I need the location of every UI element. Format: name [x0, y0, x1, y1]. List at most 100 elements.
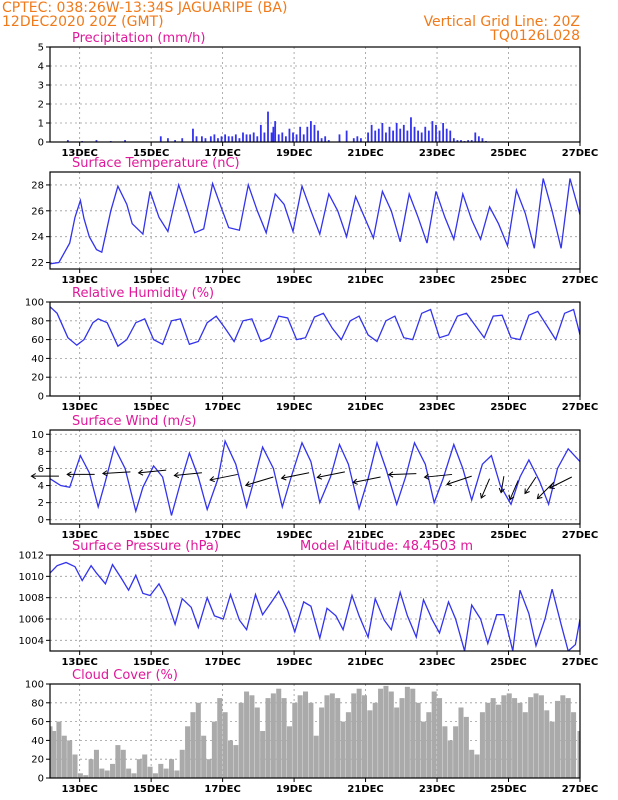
- precip-bar: [267, 111, 269, 142]
- pres-title: Surface Pressure (hPa): [72, 539, 219, 554]
- cloud-bar: [201, 735, 207, 778]
- wind-vector-head: [480, 492, 486, 499]
- precip-bar: [399, 128, 402, 142]
- wind-vector-head: [30, 473, 36, 480]
- wind-vector-head: [101, 470, 108, 477]
- cloud-bar: [538, 695, 544, 778]
- cloud-bar: [83, 775, 89, 778]
- wind-xtick-label: 27DEC: [562, 530, 598, 541]
- precip-bar: [442, 123, 445, 142]
- wind-vectors: [30, 469, 573, 501]
- precip-bar: [220, 136, 223, 142]
- cloud-bar: [458, 707, 464, 778]
- temp-xtick-label: 27DEC: [562, 275, 598, 286]
- wind-vector: [549, 476, 573, 489]
- wind-vector-head: [446, 480, 452, 487]
- cloud-ytick-label: 100: [25, 680, 44, 691]
- precip-bar: [445, 128, 448, 142]
- pres-ytick-label: 1004: [19, 636, 44, 647]
- precip-bar: [95, 140, 98, 142]
- cloud-bar: [474, 754, 480, 778]
- cloud-bar: [463, 716, 469, 778]
- cloud-bar: [437, 698, 443, 778]
- pres-xtick-label: 21DEC: [347, 657, 383, 668]
- precip-bar: [435, 124, 437, 142]
- precip-xtick-label: 19DEC: [276, 148, 312, 159]
- precip-bar: [231, 136, 234, 142]
- cloud-bar: [238, 702, 244, 778]
- rh-xtick-label: 17DEC: [204, 402, 240, 413]
- wind-vector-head: [280, 474, 287, 481]
- cloud-panel: 0 20 40 60 80 100 13DEC 15DEC 17DEC 19DEC 21DEC 23D…: [25, 668, 598, 795]
- cloud-xtick-label: 17DEC: [204, 784, 240, 795]
- precip-bar: [467, 140, 470, 142]
- cloud-bar: [490, 698, 496, 778]
- cloud-bar: [190, 712, 196, 778]
- precip-bar: [292, 132, 294, 142]
- wind-vector: [138, 469, 167, 474]
- pres-xtick-label: 13DEC: [61, 657, 97, 668]
- precip-bar: [410, 117, 412, 142]
- precip-bar: [234, 134, 237, 142]
- precip-bar: [460, 140, 462, 142]
- wind-vector-head: [352, 478, 358, 485]
- temp-series: [50, 178, 580, 265]
- precip-bar: [360, 138, 362, 142]
- rh-xtick-label: 21DEC: [347, 402, 383, 413]
- precip-bar: [431, 121, 434, 142]
- cloud-bar: [93, 749, 99, 778]
- wind-vector: [480, 478, 491, 499]
- header-model-code: TQ0126L028: [489, 28, 580, 44]
- wind-vector: [524, 476, 537, 494]
- cloud-series: [50, 685, 580, 778]
- precip-bar: [424, 126, 427, 142]
- temp-xtick-label: 21DEC: [347, 275, 383, 286]
- cloud-bar: [61, 735, 67, 778]
- cloud-bar: [367, 710, 373, 778]
- cloud-ytick-label: 20: [31, 755, 44, 766]
- precip-bar: [470, 140, 473, 142]
- precip-bar: [227, 136, 230, 142]
- cloud-bar: [554, 700, 561, 778]
- cloud-title: Cloud Cover (%): [72, 668, 178, 683]
- cloud-bar: [136, 759, 142, 778]
- precip-bar: [281, 132, 284, 142]
- cloud-bar: [378, 688, 384, 778]
- cloud-bar: [571, 712, 577, 778]
- rh-xtick-label: 19DEC: [276, 402, 312, 413]
- wind-vector-head: [548, 483, 555, 489]
- precip-bar: [277, 134, 280, 142]
- precip-bar: [352, 138, 355, 142]
- rh-xtick-label: 25DEC: [490, 402, 526, 413]
- cloud-bar: [431, 691, 437, 778]
- precip-bar: [238, 138, 241, 142]
- precip-ytick-label: 4: [38, 62, 44, 73]
- panels: 0 1 2 3 4 5 13DEC 15DEC 17DEC 19DEC 21DEC 23DEC 25DE…: [19, 31, 599, 795]
- cloud-bar: [420, 721, 426, 778]
- temp-xtick-label: 25DEC: [490, 275, 526, 286]
- cloud-bar: [206, 759, 212, 778]
- temp-xtick-label: 13DEC: [61, 275, 97, 286]
- wind-panel: 0 2 4 6 8 10 13DEC 15DEC 17DEC 19DEC 21DEC 23DEC 25D…: [30, 414, 598, 541]
- pres-ytick-label: 1008: [19, 593, 44, 604]
- pres-panel: 1004 1006 1008 1010 1012 13DEC 15DEC 17DEC 19DEC…: [19, 539, 599, 668]
- cloud-bar: [249, 695, 255, 778]
- cloud-bar: [485, 702, 491, 778]
- cloud-bar: [577, 731, 580, 778]
- cloud-bar: [286, 726, 292, 778]
- cloud-bar: [110, 763, 116, 778]
- temp-frame: [49, 171, 581, 270]
- cloud-bar: [447, 740, 453, 778]
- cloud-bar: [270, 693, 276, 778]
- precip-bar: [474, 132, 477, 142]
- precip-bar: [381, 123, 384, 142]
- temp-title: Surface Temperature (nC): [72, 156, 240, 171]
- cloud-bar: [292, 702, 298, 778]
- cloud-ytick-label: 0: [38, 774, 44, 785]
- cloud-bar: [67, 740, 73, 778]
- precip-ytick-label: 3: [38, 81, 44, 92]
- precip-bar: [395, 123, 398, 142]
- cloud-bar: [265, 698, 271, 778]
- precip-bar: [209, 136, 212, 142]
- wind-xtick-label: 23DEC: [419, 530, 455, 541]
